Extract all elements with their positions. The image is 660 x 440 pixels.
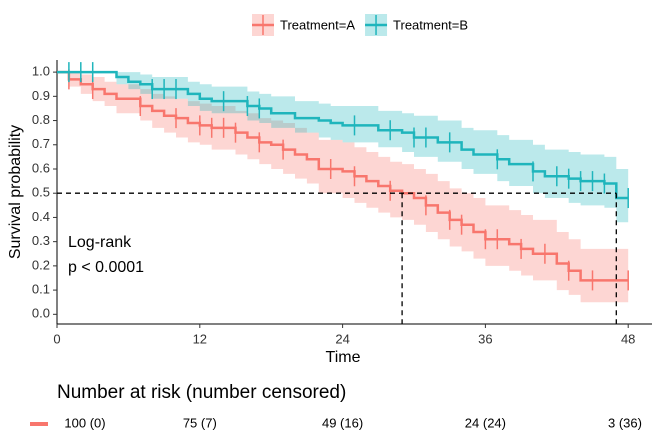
risk-value: 24 (24) bbox=[465, 415, 506, 430]
risk-value: 49 (16) bbox=[322, 415, 363, 430]
y-tick-label: 0.9 bbox=[32, 88, 50, 103]
x-tick-label: 24 bbox=[335, 331, 349, 346]
annotation: p < 0.0001 bbox=[68, 259, 144, 276]
survival-curve bbox=[57, 70, 629, 200]
y-tick-label: 0.4 bbox=[32, 209, 50, 224]
confidence-band bbox=[57, 72, 629, 223]
risk-value: 75 (7) bbox=[183, 415, 217, 430]
x-tick-label: 36 bbox=[478, 331, 492, 346]
risk-value: 100 (0) bbox=[64, 415, 105, 430]
x-axis-title: Time bbox=[326, 349, 361, 366]
y-tick-label: 0.7 bbox=[32, 136, 50, 151]
y-axis-title: Survival probability bbox=[7, 125, 24, 259]
y-tick-label: 0.5 bbox=[32, 185, 50, 200]
y-tick-label: 0.0 bbox=[32, 306, 50, 321]
y-tick-label: 0.8 bbox=[32, 112, 50, 127]
y-tick-label: 0.1 bbox=[32, 282, 50, 297]
risk-table-title: Number at risk (number censored) bbox=[57, 382, 346, 403]
y-tick-label: 0.3 bbox=[32, 233, 50, 248]
y-tick-label: 0.2 bbox=[32, 257, 50, 272]
x-tick-label: 12 bbox=[193, 331, 207, 346]
x-tick-label: 48 bbox=[621, 331, 635, 346]
x-tick-label: 0 bbox=[53, 331, 60, 346]
legend-label: Treatment=A bbox=[280, 17, 355, 32]
risk-value: 3 (36) bbox=[608, 415, 642, 430]
y-tick-label: 1.0 bbox=[32, 64, 50, 79]
annotation: Log-rank bbox=[68, 234, 132, 251]
legend-label: Treatment=B bbox=[393, 17, 468, 32]
y-tick-label: 0.6 bbox=[32, 160, 50, 175]
